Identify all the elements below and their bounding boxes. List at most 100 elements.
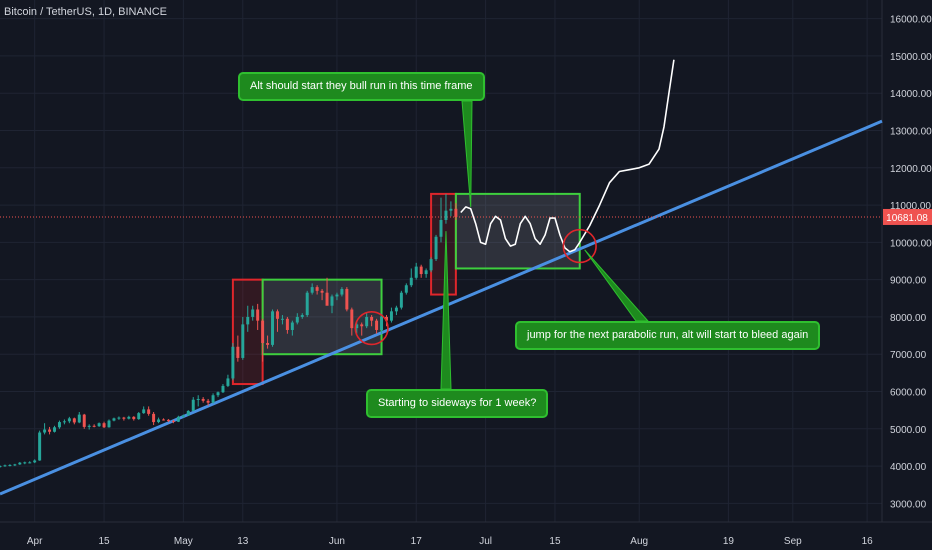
candle-body: [201, 398, 205, 401]
current-price-label: 10681.08: [886, 213, 928, 224]
candle-body: [186, 410, 190, 416]
candle-body: [300, 315, 304, 317]
candle-body: [290, 322, 294, 330]
candle-body: [246, 316, 250, 325]
y-tick-label: 9000.00: [890, 276, 927, 287]
candle-body: [380, 316, 384, 330]
candle-body: [365, 316, 369, 327]
candle-body: [454, 208, 458, 217]
candle-body: [211, 395, 215, 403]
candle-body: [325, 292, 329, 306]
candle-body: [162, 419, 166, 421]
candle-body: [196, 398, 200, 400]
candle-body: [424, 270, 428, 275]
candle-body: [221, 385, 225, 393]
candle-body: [434, 236, 438, 260]
candle-body: [399, 292, 403, 308]
highlight-circle: [562, 228, 597, 264]
candle-body: [335, 294, 339, 297]
candle-body: [345, 288, 349, 310]
candle-body: [355, 324, 359, 329]
candle-body: [191, 399, 195, 411]
candle-body: [171, 420, 175, 422]
candle-body: [256, 309, 260, 321]
x-tick-label: 17: [411, 536, 423, 547]
candle-body: [87, 425, 91, 427]
candle-body: [62, 421, 66, 423]
y-tick-label: 14000.00: [890, 89, 932, 100]
candle-body: [360, 324, 364, 327]
annotation-note-parabolic: jump for the next parabolic run, alt wil…: [515, 321, 821, 350]
candle-body: [449, 208, 453, 211]
annotation-note-bull-run: Alt should start they bull run in this t…: [238, 72, 485, 101]
candle-body: [206, 400, 210, 403]
candle-body: [389, 311, 393, 321]
candle-body: [57, 422, 61, 428]
annotation-note-sideways: Starting to sideways for 1 week?: [366, 389, 549, 418]
y-tick-label: 15000.00: [890, 52, 932, 63]
y-tick-label: 12000.00: [890, 164, 932, 175]
symbol-title[interactable]: Bitcoin / TetherUS, 1D, BINANCE: [4, 6, 168, 18]
candle-body: [23, 462, 27, 464]
candle-body: [419, 266, 423, 275]
candle-body: [3, 465, 7, 467]
candle-body: [132, 416, 136, 420]
candle-body: [152, 413, 156, 423]
candle-body: [72, 418, 76, 423]
candle-body: [117, 417, 121, 419]
candle-body: [137, 413, 141, 420]
candle-body: [231, 346, 235, 379]
candle-body: [439, 219, 443, 237]
support-trendline: [0, 119, 883, 496]
candle-body: [295, 316, 299, 323]
candle-body: [275, 311, 279, 319]
candle-body: [340, 288, 344, 295]
x-tick-label: 13: [237, 536, 249, 547]
candle-body: [409, 277, 413, 286]
x-tick-label: Sep: [784, 536, 802, 547]
x-tick-label: Jun: [329, 536, 345, 547]
candle-body: [226, 378, 230, 386]
candle-body: [305, 292, 309, 316]
candle-body: [414, 266, 418, 278]
candle-body: [97, 423, 101, 427]
candle-body: [48, 429, 52, 432]
annotation-pointer: [461, 100, 473, 207]
candle-body: [92, 425, 96, 427]
projection-path: [460, 59, 675, 253]
candle-body: [18, 462, 22, 465]
candle-body: [236, 346, 240, 358]
x-tick-label: 15: [549, 536, 561, 547]
candle-body: [0, 466, 2, 468]
candle-body: [385, 316, 388, 321]
candle-body: [43, 429, 47, 433]
candle-body: [102, 423, 106, 428]
candle-body: [266, 343, 270, 345]
candle-body: [310, 287, 314, 293]
candle-body: [181, 415, 185, 417]
candle-body: [122, 417, 126, 419]
x-tick-label: 16: [862, 536, 874, 547]
x-tick-label: 15: [98, 536, 110, 547]
y-tick-label: 6000.00: [890, 388, 927, 399]
candle-body: [375, 320, 379, 330]
candle-body: [166, 419, 170, 421]
highlight-circle: [354, 310, 389, 346]
candle-body: [350, 309, 354, 329]
candle-body: [107, 420, 111, 428]
y-tick-label: 7000.00: [890, 350, 927, 361]
candle-body: [13, 464, 17, 466]
candle-body: [330, 296, 334, 306]
candle-body: [28, 462, 32, 464]
candle-body: [370, 316, 374, 321]
current-price-badge: [883, 208, 932, 225]
candle-body: [261, 320, 265, 344]
candle-body: [241, 324, 245, 358]
candle-body: [38, 432, 42, 461]
candle-body: [429, 259, 433, 271]
candle-body: [404, 285, 408, 293]
y-tick-label: 4000.00: [890, 462, 927, 473]
y-tick-label: 13000.00: [890, 127, 932, 138]
candle-body: [147, 409, 151, 414]
candle-body: [394, 307, 398, 312]
